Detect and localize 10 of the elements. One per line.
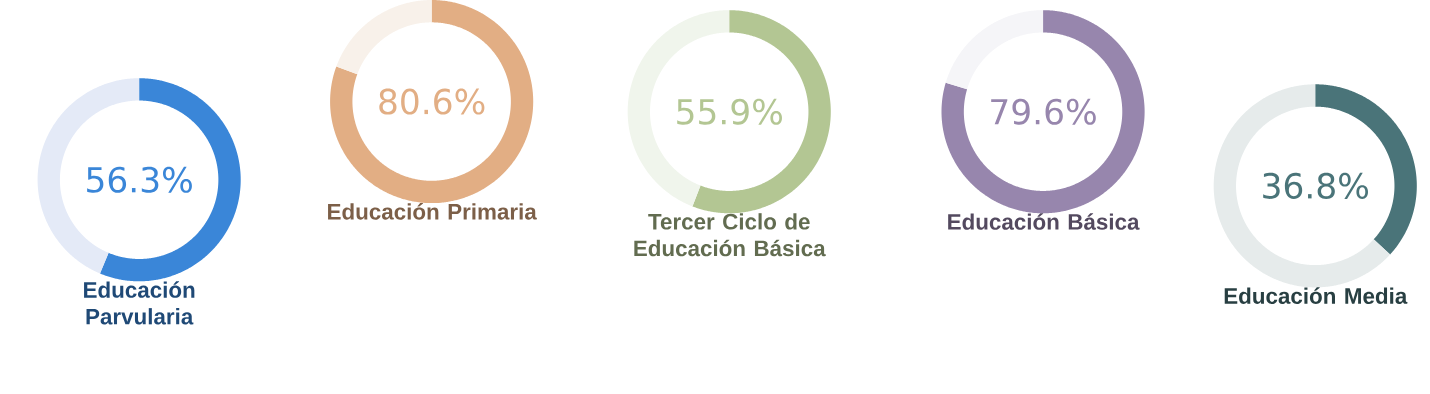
text: Educación Primaria [328,203,537,220]
data-label: 55.9% [677,98,782,125]
text: Tercer Ciclo de Educación Básica [634,213,826,257]
text: Educación Básica [948,213,1140,230]
data-label: 80.6% [379,88,485,115]
data-label: 56.3% [87,166,192,193]
text: Educación Media [1224,287,1408,304]
data-label: 36.8% [1263,172,1368,199]
text: Educación Parvularia [84,281,195,325]
data-label: 79.6% [991,98,1096,125]
